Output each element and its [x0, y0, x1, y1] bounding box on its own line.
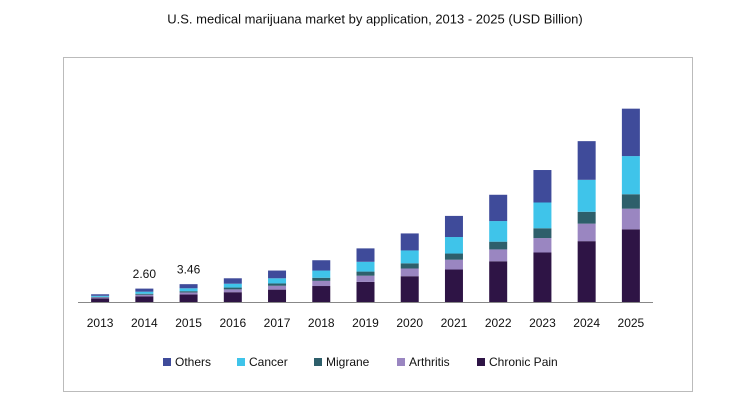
bar-segment: [444, 237, 463, 254]
bar-segment: [489, 249, 508, 262]
x-tick-label: 2020: [396, 316, 423, 330]
x-tick-label: 2022: [485, 316, 512, 330]
bar-segment: [91, 295, 110, 297]
bar-segment: [179, 288, 198, 292]
bar-segment: [179, 292, 198, 295]
bar-segment: [489, 241, 508, 250]
bar-segment: [577, 141, 596, 180]
bar-segment: [268, 285, 287, 290]
bar-segment: [312, 260, 331, 271]
bar-segment: [577, 179, 596, 212]
bar-segment: [268, 278, 287, 284]
legend-swatch: [163, 358, 171, 366]
bar-segment: [444, 269, 463, 302]
bar-segment: [489, 221, 508, 242]
bar-segment: [223, 278, 242, 284]
chart-frame: [63, 57, 693, 392]
bar-segment: [223, 292, 242, 302]
bar-segment: [91, 296, 110, 298]
bar-segment: [135, 291, 154, 294]
bar-segment: [312, 277, 331, 281]
bar-segment: [577, 241, 596, 302]
x-tick-label: 2017: [264, 316, 291, 330]
legend-swatch: [314, 358, 322, 366]
bar-segment: [356, 281, 375, 302]
bar-segment: [312, 280, 331, 287]
x-tick-label: 2025: [618, 316, 645, 330]
legend-swatch: [397, 358, 405, 366]
bar-segment: [444, 215, 463, 238]
legend-swatch: [237, 358, 245, 366]
legend-label: Arthritis: [409, 355, 450, 369]
bar-segment: [268, 289, 287, 302]
bar-segment: [312, 270, 331, 278]
bar-segment: [223, 283, 242, 288]
x-tick-label: 2016: [219, 316, 246, 330]
legend-label: Others: [175, 355, 211, 369]
bar-segment: [91, 294, 110, 296]
bar-segment: [91, 297, 110, 299]
bar-segment: [179, 291, 198, 293]
bar-segment: [444, 253, 463, 260]
bar-segment: [533, 238, 552, 253]
bar-segment: [533, 252, 552, 302]
x-tick-label: 2019: [352, 316, 379, 330]
bar-segment: [91, 298, 110, 302]
data-label: 2.60: [133, 267, 157, 281]
bar-segment: [489, 194, 508, 222]
bar-segment: [489, 261, 508, 302]
bar-segment: [356, 261, 375, 272]
legend-label: Migrane: [326, 355, 370, 369]
bar-segment: [533, 228, 552, 239]
bar-segment: [135, 296, 154, 302]
bar-segment: [621, 194, 640, 209]
bar-segment: [135, 293, 154, 295]
bar-segment: [621, 108, 640, 157]
legend-swatch: [477, 358, 485, 366]
bar-segment: [356, 248, 375, 262]
bar-segment: [400, 233, 419, 251]
x-tick-label: 2021: [441, 316, 468, 330]
bar-segment: [179, 284, 198, 289]
bar-segment: [444, 259, 463, 270]
x-tick-label: 2015: [175, 316, 202, 330]
bar-segment: [621, 208, 640, 230]
bar-segment: [577, 223, 596, 242]
bar-segment: [533, 202, 552, 229]
x-tick-label: 2024: [573, 316, 600, 330]
x-tick-label: 2018: [308, 316, 335, 330]
bar-segment: [356, 275, 375, 282]
bar-segment: [135, 288, 154, 292]
x-tick-label: 2023: [529, 316, 556, 330]
bar-segment: [400, 263, 419, 269]
x-tick-label: 2014: [131, 316, 158, 330]
data-label: 3.46: [177, 262, 201, 276]
bar-segment: [400, 250, 419, 264]
bar-segment: [621, 229, 640, 302]
x-tick-label: 2013: [87, 316, 114, 330]
bar-segment: [400, 268, 419, 277]
bar-segment: [621, 156, 640, 195]
bar-segment: [179, 294, 198, 302]
bar-segment: [400, 276, 419, 302]
bar-segment: [533, 170, 552, 203]
bar-segment: [223, 289, 242, 293]
bar-segment: [312, 286, 331, 302]
legend-label: Chronic Pain: [489, 355, 558, 369]
bar-segment: [268, 270, 287, 279]
chart-title: U.S. medical marijuana market by applica…: [167, 11, 582, 26]
bar-segment: [268, 283, 287, 286]
bar-segment: [577, 211, 596, 224]
legend-label: Cancer: [249, 355, 288, 369]
bar-segment: [356, 271, 375, 276]
bar-segment: [135, 294, 154, 297]
bar-segment: [223, 287, 242, 290]
